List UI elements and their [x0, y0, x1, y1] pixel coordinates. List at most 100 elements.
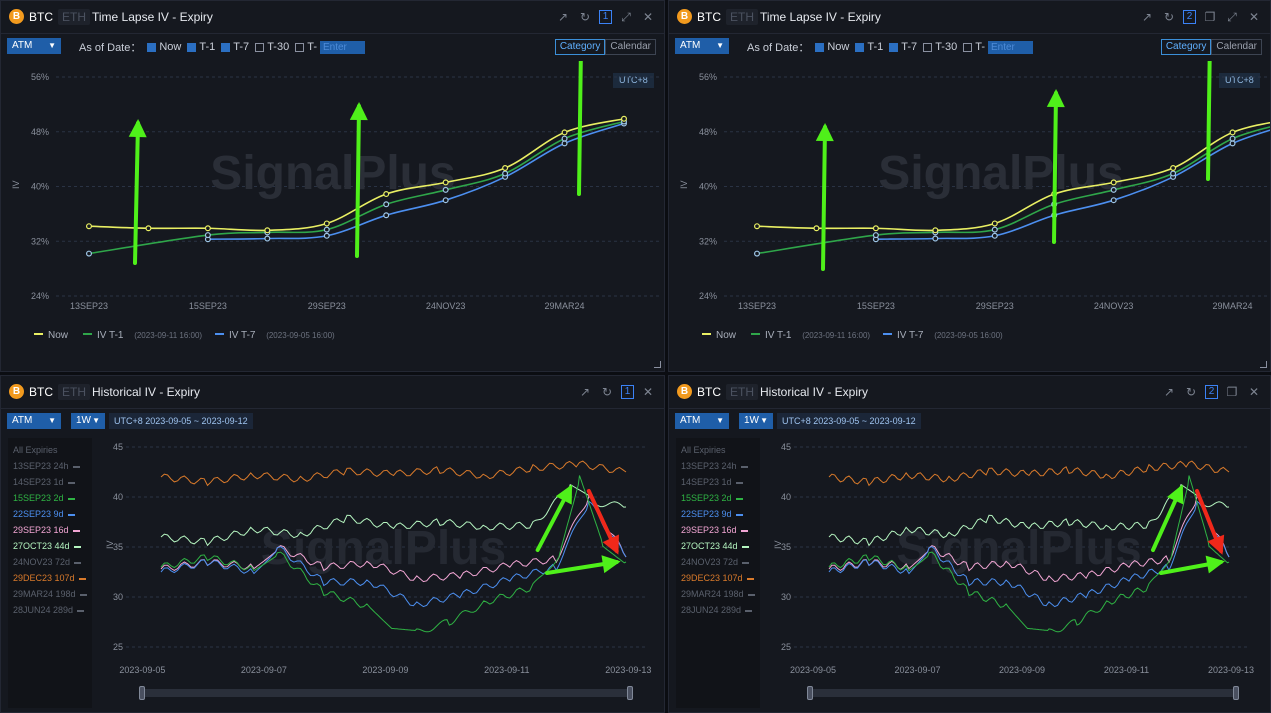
- external-link-icon[interactable]: ↗: [1141, 10, 1153, 24]
- checkbox-t30[interactable]: T-30: [923, 41, 957, 53]
- atm-select[interactable]: ATM ▼: [7, 413, 61, 429]
- coin-tab-btc[interactable]: BTC: [697, 10, 721, 24]
- external-link-icon[interactable]: ↗: [557, 10, 569, 24]
- refresh-icon[interactable]: ↻: [601, 385, 613, 399]
- expiry-item[interactable]: 13SEP23 24h: [681, 460, 748, 472]
- checkbox-label: T-7: [233, 41, 250, 53]
- external-link-icon[interactable]: ↗: [579, 385, 591, 399]
- expiry-item[interactable]: 29DEC23 107d: [13, 572, 86, 584]
- close-icon[interactable]: ✕: [1248, 10, 1260, 24]
- expiry-item[interactable]: 13SEP23 24h: [13, 460, 80, 472]
- refresh-icon[interactable]: ↻: [579, 10, 591, 24]
- coin-tab-btc[interactable]: BTC: [697, 385, 721, 399]
- expiry-item[interactable]: 29SEP23 16d: [13, 524, 80, 536]
- checkbox-now[interactable]: Now: [815, 41, 849, 53]
- checkbox-box[interactable]: [855, 42, 865, 52]
- expiry-item[interactable]: 24NOV23 72d: [13, 556, 82, 568]
- window-number-badge[interactable]: 2: [1205, 385, 1218, 399]
- data-point: [872, 225, 879, 232]
- slider-handle-end[interactable]: [1233, 686, 1239, 700]
- checkbox-t1[interactable]: T-1: [187, 41, 215, 53]
- expiry-item[interactable]: 24NOV23 72d: [681, 556, 750, 568]
- time-range-slider[interactable]: [807, 686, 1239, 700]
- period-select[interactable]: 1W ▼: [71, 413, 105, 429]
- atm-select[interactable]: ATM ▼: [675, 38, 729, 54]
- expiry-item[interactable]: 29MAR24 198d: [681, 588, 755, 600]
- expiry-swatch: [78, 577, 86, 580]
- slider-handle-end[interactable]: [627, 686, 633, 700]
- checkbox-t30[interactable]: T-30: [255, 41, 289, 53]
- atm-select[interactable]: ATM ▼: [675, 413, 729, 429]
- toggle-category[interactable]: Category: [1160, 39, 1212, 55]
- coin-tab-btc[interactable]: BTC: [29, 385, 53, 399]
- checkbox-box[interactable]: [923, 42, 933, 52]
- checkbox-t7[interactable]: T-7: [221, 41, 249, 53]
- toggle-calendar[interactable]: Calendar: [605, 39, 656, 55]
- expiry-item[interactable]: 29MAR24 198d: [13, 588, 87, 600]
- expiry-item[interactable]: 14SEP23 1d: [13, 476, 75, 488]
- checkbox-box[interactable]: [255, 42, 265, 52]
- slider-track[interactable]: [139, 689, 633, 697]
- close-icon[interactable]: ✕: [642, 10, 654, 24]
- window-number-badge[interactable]: 1: [599, 10, 612, 24]
- custom-day-input[interactable]: Enter: [987, 40, 1033, 54]
- expiry-item[interactable]: 29DEC23 107d: [681, 572, 754, 584]
- expiry-item[interactable]: All Expiries: [681, 444, 726, 456]
- duplicate-icon[interactable]: ❐: [1204, 10, 1216, 24]
- date-range[interactable]: UTC+8 2023-09-05 ~ 2023-09-12: [777, 413, 921, 429]
- expiry-item[interactable]: 28JUN24 289d: [681, 604, 753, 616]
- checkbox-box[interactable]: [815, 42, 825, 52]
- expiry-item[interactable]: 14SEP23 1d: [681, 476, 743, 488]
- coin-tab-eth[interactable]: ETH: [726, 9, 758, 25]
- toggle-calendar[interactable]: Calendar: [1211, 39, 1262, 55]
- duplicate-icon[interactable]: ❐: [1226, 385, 1238, 399]
- checkbox-t1[interactable]: T-1: [855, 41, 883, 53]
- checkbox-box[interactable]: [295, 42, 305, 52]
- slider-handle-start[interactable]: [807, 686, 813, 700]
- checkbox-box[interactable]: [963, 42, 973, 52]
- expiry-item[interactable]: 22SEP23 9d: [13, 508, 75, 520]
- checkbox-box[interactable]: [221, 42, 231, 52]
- expiry-item[interactable]: All Expiries: [13, 444, 58, 456]
- coin-tab-btc[interactable]: BTC: [29, 10, 53, 24]
- expiry-item[interactable]: 29SEP23 16d: [681, 524, 748, 536]
- external-link-icon[interactable]: ↗: [1163, 385, 1175, 399]
- slider-track[interactable]: [807, 689, 1239, 697]
- checkbox-t7[interactable]: T-7: [889, 41, 917, 53]
- expiry-item[interactable]: 27OCT23 44d: [681, 540, 749, 552]
- checkbox-t-custom[interactable]: T- Enter: [963, 40, 1033, 54]
- expiry-item[interactable]: 22SEP23 9d: [681, 508, 743, 520]
- panel-header: B BTC ETH Time Lapse IV - Expiry ↗ ↻ 2 ❐…: [669, 1, 1270, 34]
- expiry-label: 24NOV23 72d: [681, 557, 739, 567]
- date-range[interactable]: UTC+8 2023-09-05 ~ 2023-09-12: [109, 413, 253, 429]
- close-icon[interactable]: ✕: [642, 385, 654, 399]
- refresh-icon[interactable]: ↻: [1163, 10, 1175, 24]
- slider-handle-start[interactable]: [139, 686, 145, 700]
- time-range-slider[interactable]: [139, 686, 633, 700]
- checkbox-box[interactable]: [187, 42, 197, 52]
- expiry-item[interactable]: 28JUN24 289d: [13, 604, 85, 616]
- toggle-category[interactable]: Category: [554, 39, 606, 55]
- y-tick-label: 48%: [699, 127, 717, 137]
- coin-tab-eth[interactable]: ETH: [58, 384, 90, 400]
- custom-day-input[interactable]: Enter: [319, 40, 365, 54]
- coin-tab-eth[interactable]: ETH: [726, 384, 758, 400]
- expand-icon[interactable]: ⤢: [1227, 10, 1237, 24]
- atm-select[interactable]: ATM ▼: [7, 38, 61, 54]
- expiry-item[interactable]: 15SEP23 2d: [13, 492, 75, 504]
- expand-icon[interactable]: ⤢: [621, 10, 631, 24]
- resize-handle[interactable]: [1260, 361, 1267, 368]
- refresh-icon[interactable]: ↻: [1185, 385, 1197, 399]
- window-number-badge[interactable]: 1: [621, 385, 634, 399]
- expiry-item[interactable]: 15SEP23 2d: [681, 492, 743, 504]
- expiry-item[interactable]: 27OCT23 44d: [13, 540, 81, 552]
- checkbox-box[interactable]: [889, 42, 899, 52]
- checkbox-now[interactable]: Now: [147, 41, 181, 53]
- checkbox-t-custom[interactable]: T- Enter: [295, 40, 365, 54]
- period-select[interactable]: 1W ▼: [739, 413, 773, 429]
- coin-tab-eth[interactable]: ETH: [58, 9, 90, 25]
- checkbox-box[interactable]: [147, 42, 157, 52]
- window-number-badge[interactable]: 2: [1183, 10, 1196, 24]
- resize-handle[interactable]: [654, 361, 661, 368]
- close-icon[interactable]: ✕: [1248, 385, 1260, 399]
